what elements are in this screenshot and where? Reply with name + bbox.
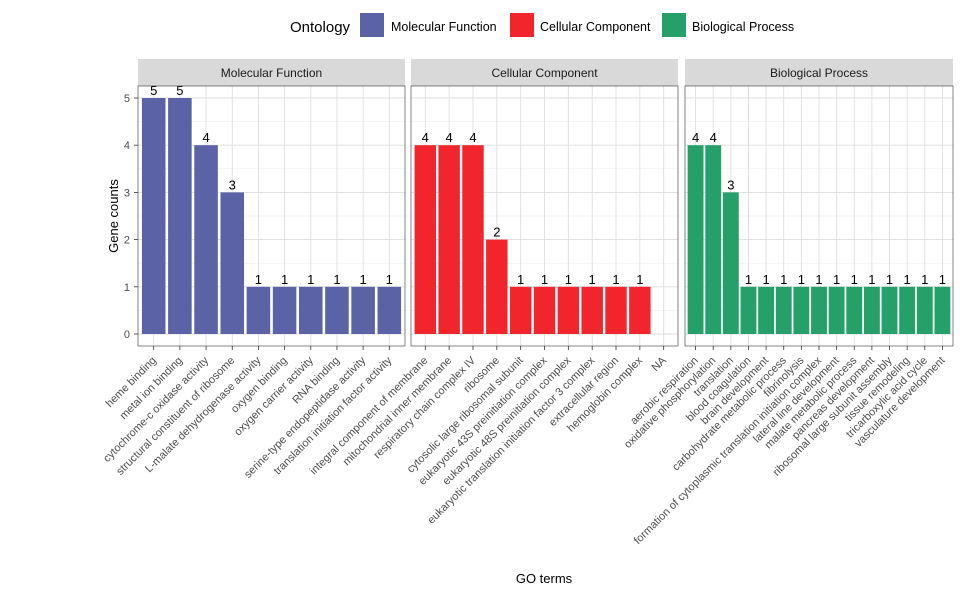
panel-strip-0 [138, 59, 405, 86]
bar-label-2-14: 1 [939, 272, 946, 287]
bar-label-1-5: 1 [541, 272, 548, 287]
panel-strip-1 [411, 59, 678, 86]
bar-0-9 [377, 286, 402, 334]
bar-2-0 [687, 145, 704, 334]
bar-label-1-9: 1 [636, 272, 643, 287]
bar-label-0-4: 1 [255, 272, 262, 287]
bar-1-1 [438, 145, 460, 334]
bar-2-14 [934, 286, 951, 334]
legend-swatch-1 [510, 13, 534, 37]
bar-label-2-12: 1 [904, 272, 911, 287]
bar-0-5 [272, 286, 297, 334]
bar-2-10 [863, 286, 880, 334]
legend-label-2: Biological Process [692, 20, 794, 34]
bar-label-0-8: 1 [360, 272, 367, 287]
bar-label-2-5: 1 [780, 272, 787, 287]
bar-label-1-1: 4 [446, 130, 453, 145]
bar-1-0 [414, 145, 437, 334]
bar-0-4 [246, 286, 271, 334]
bar-0-0 [141, 98, 166, 334]
legend-title: Ontology [290, 19, 351, 36]
bar-label-2-8: 1 [833, 272, 840, 287]
bar-label-2-0: 4 [692, 130, 699, 145]
bar-2-8 [828, 286, 845, 334]
bar-0-6 [298, 286, 323, 334]
bar-2-5 [775, 286, 792, 334]
y-tick-label-1: 1 [124, 282, 130, 294]
legend-swatch-0 [360, 13, 384, 37]
bar-2-4 [758, 286, 775, 334]
bar-2-7 [811, 286, 827, 334]
bar-0-7 [325, 286, 349, 334]
bar-2-11 [881, 286, 898, 334]
bar-label-0-2: 4 [202, 130, 209, 145]
bar-label-1-8: 1 [612, 272, 619, 287]
bar-2-2 [722, 192, 739, 334]
x-tick-label-0-2: cytochrome-c oxidase activity [101, 354, 211, 464]
bar-1-6 [557, 286, 580, 334]
legend-swatch-2 [662, 13, 686, 37]
x-axis-label: GO terms [516, 571, 573, 586]
bar-2-13 [916, 286, 933, 334]
bar-label-2-6: 1 [798, 272, 805, 287]
bar-label-2-10: 1 [868, 272, 875, 287]
bar-label-0-7: 1 [333, 272, 340, 287]
bar-1-8 [605, 286, 627, 334]
bar-2-3 [740, 286, 757, 334]
bar-label-0-1: 5 [176, 83, 183, 98]
bar-label-1-6: 1 [565, 272, 572, 287]
legend-label-1: Cellular Component [540, 20, 651, 34]
bar-0-8 [351, 286, 375, 334]
bar-label-1-4: 1 [517, 272, 524, 287]
bar-1-5 [533, 286, 556, 334]
bar-label-0-9: 1 [386, 272, 393, 287]
bar-label-2-1: 4 [710, 130, 717, 145]
bar-1-9 [629, 286, 651, 334]
panel-strip-2 [685, 59, 953, 86]
y-tick-label-3: 3 [124, 187, 130, 199]
bar-label-0-0: 5 [150, 83, 157, 98]
y-tick-label-4: 4 [124, 140, 130, 152]
y-tick-label-0: 0 [124, 329, 130, 341]
y-axis-label: Gene counts [106, 179, 121, 253]
panel-strip-label-0: Molecular Function [221, 66, 322, 80]
bar-1-2 [462, 145, 484, 334]
bar-2-9 [846, 286, 863, 334]
y-tick-label-5: 5 [124, 93, 130, 105]
bar-label-2-2: 3 [727, 177, 734, 192]
bar-label-2-7: 1 [815, 272, 822, 287]
bar-label-2-3: 1 [745, 272, 752, 287]
panel-strip-label-1: Cellular Component [491, 66, 598, 80]
bar-label-0-3: 3 [229, 177, 236, 192]
x-tick-label-1-10: NA [650, 354, 670, 374]
bar-label-2-9: 1 [851, 272, 858, 287]
bar-2-12 [899, 286, 916, 334]
bar-label-1-2: 4 [469, 130, 476, 145]
bar-1-4 [509, 286, 532, 334]
bar-label-1-0: 4 [422, 130, 429, 145]
bar-0-2 [194, 145, 218, 334]
bar-1-7 [581, 286, 603, 334]
legend-label-0: Molecular Function [391, 20, 497, 34]
y-tick-label-2: 2 [124, 235, 130, 247]
bar-label-1-3: 2 [493, 225, 500, 240]
bar-1-3 [486, 239, 508, 334]
bar-label-2-11: 1 [886, 272, 893, 287]
bar-0-1 [168, 98, 192, 334]
bar-label-1-7: 1 [589, 272, 596, 287]
bar-label-2-4: 1 [762, 272, 769, 287]
bar-label-2-13: 1 [921, 272, 928, 287]
bar-label-0-5: 1 [281, 272, 288, 287]
bar-0-3 [220, 192, 245, 334]
bar-label-0-6: 1 [307, 272, 314, 287]
panel-strip-label-2: Biological Process [770, 66, 868, 80]
bar-2-6 [793, 286, 810, 334]
bar-2-1 [705, 145, 722, 334]
panel-border-0 [137, 85, 406, 347]
